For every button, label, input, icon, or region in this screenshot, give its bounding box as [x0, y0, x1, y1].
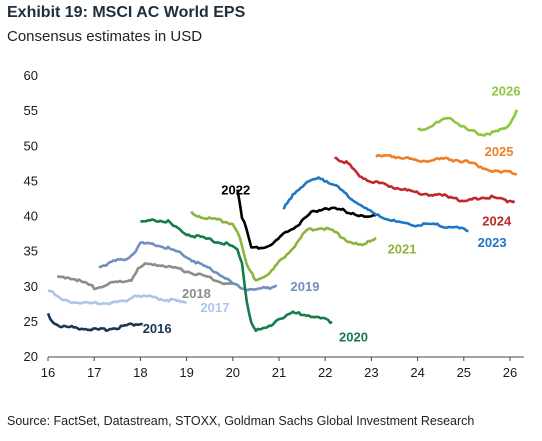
y-tick-label: 35: [24, 244, 38, 259]
series-line-2018: [57, 262, 234, 291]
series-label-2019: 2019: [291, 279, 320, 294]
series-line-2016: [46, 312, 143, 333]
series-label-2022: 2022: [221, 183, 250, 198]
series-line-2019: [98, 241, 278, 292]
series-line-2017: [47, 289, 188, 306]
x-tick-label: 21: [272, 365, 286, 380]
series-line-2024: [334, 156, 516, 204]
series-line-2020: [140, 218, 333, 333]
series-label-2018: 2018: [182, 286, 211, 301]
series-label-2023: 2023: [478, 235, 507, 250]
y-tick-label: 50: [24, 138, 38, 153]
series-label-2021: 2021: [388, 242, 417, 257]
x-tick-label: 22: [318, 365, 332, 380]
y-tick-label: 30: [24, 279, 38, 294]
series-line-2026: [417, 109, 519, 137]
x-tick-label: 26: [503, 365, 517, 380]
series-line-2025: [375, 153, 518, 176]
series-label-2026: 2026: [492, 83, 521, 98]
x-tick-label: 19: [179, 365, 193, 380]
series-line-2023: [282, 176, 469, 233]
series-label-2017: 2017: [200, 300, 229, 315]
series-label-2025: 2025: [485, 144, 514, 159]
x-tick-label: 23: [364, 365, 378, 380]
y-tick-label: 20: [24, 349, 38, 364]
x-tick-label: 20: [226, 365, 240, 380]
x-tick-label: 18: [133, 365, 147, 380]
source-note: Source: FactSet, Datastream, STOXX, Gold…: [7, 414, 475, 428]
y-tick-label: 60: [24, 68, 38, 83]
series-line-2021: [190, 210, 377, 282]
series-label-2024: 2024: [482, 213, 512, 228]
y-tick-label: 45: [24, 173, 38, 188]
series-line-2022: [236, 189, 377, 250]
series-label-2020: 2020: [339, 329, 368, 344]
y-tick-label: 25: [24, 314, 38, 329]
x-tick-label: 17: [87, 365, 101, 380]
series-label-2016: 2016: [143, 321, 172, 336]
chart-title: Exhibit 19: MSCI AC World EPS: [7, 4, 246, 21]
x-tick-label: 16: [41, 365, 55, 380]
y-tick-label: 55: [24, 103, 38, 118]
x-tick-label: 25: [457, 365, 471, 380]
y-tick-label: 40: [24, 209, 38, 224]
x-tick-label: 24: [410, 365, 424, 380]
chart-subtitle: Consensus estimates in USD: [7, 28, 203, 45]
